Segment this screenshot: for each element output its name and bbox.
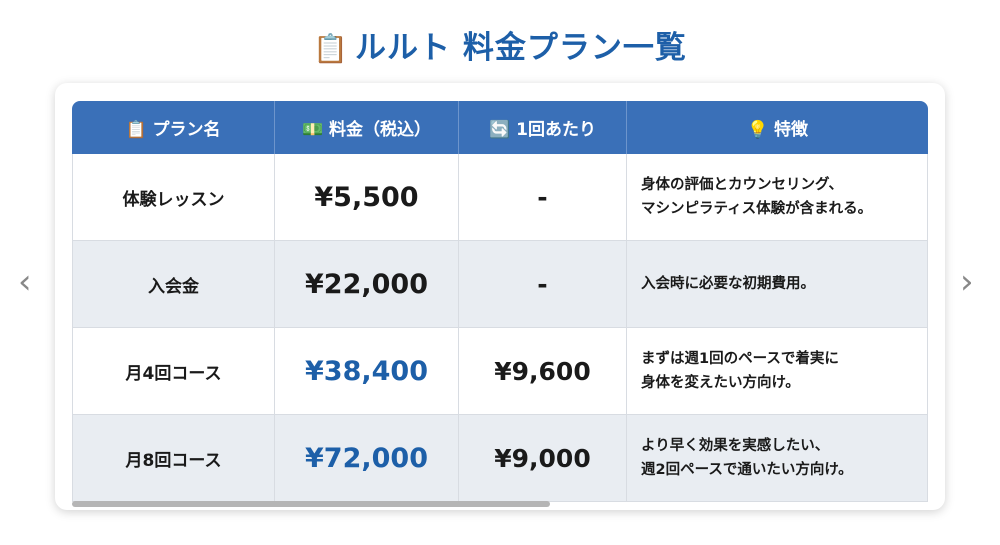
column-header: 💡 特徴 (627, 101, 928, 154)
column-header-label: 特徴 (774, 120, 809, 140)
table-row: 月8回コース ¥72,000 ¥9,000 より早く効果を実感したい、 週2回ペ… (72, 415, 928, 502)
plan-feature: より早く効果を実感したい、 週2回ペースで通いたい方向け。 (627, 415, 928, 502)
money-icon: 💵 (301, 120, 324, 140)
column-header: 📋 プラン名 (72, 101, 275, 154)
column-header: 💵 料金（税込） (275, 101, 459, 154)
column-header-label: 料金（税込） (329, 120, 432, 140)
per-session-price: ¥9,000 (459, 415, 627, 502)
clipboard-icon: 📋 (125, 120, 147, 140)
plan-price: ¥38,400 (275, 328, 459, 415)
per-session-price: - (459, 154, 627, 241)
plan-name: 入会金 (72, 241, 275, 328)
per-session-price: ¥9,600 (459, 328, 627, 415)
table-row: 入会金 ¥22,000 - 入会時に必要な初期費用。 (72, 241, 928, 328)
column-header-label: プラン名 (152, 120, 221, 140)
scrollbar-thumb[interactable] (72, 501, 550, 507)
plan-name: 体験レッスン (72, 154, 275, 241)
prev-arrow-button[interactable]: ‹ (18, 262, 32, 302)
plan-price: ¥22,000 (275, 241, 459, 328)
plan-price: ¥72,000 (275, 415, 459, 502)
table-row: 月4回コース ¥38,400 ¥9,600 まずは週1回のペースで着実に 身体を… (72, 328, 928, 415)
column-header: 🔄 1回あたり (459, 101, 627, 154)
pricing-table: 📋 プラン名 💵 料金（税込） 🔄 1回あたり 💡 特徴 体験レッスン ¥5,500 … (72, 101, 928, 502)
plan-price: ¥5,500 (275, 154, 459, 241)
plan-feature: 身体の評価とカウンセリング、 マシンピラティス体験が含まれる。 (627, 154, 928, 241)
pricing-card: 📋 プラン名 💵 料金（税込） 🔄 1回あたり 💡 特徴 体験レッスン ¥5,500 … (55, 83, 945, 510)
column-header-label: 1回あたり (516, 120, 596, 140)
per-session-price: - (459, 241, 627, 328)
next-arrow-button[interactable]: › (960, 262, 974, 302)
plan-feature: 入会時に必要な初期費用。 (627, 241, 928, 328)
page-title: 📋 ルルト 料金プラン一覧 (313, 30, 687, 66)
horizontal-scrollbar[interactable] (72, 501, 928, 507)
lightbulb-icon: 💡 (746, 120, 769, 140)
refresh-icon: 🔄 (489, 120, 511, 140)
plan-name: 月4回コース (72, 328, 275, 415)
clipboard-icon: 📋 (313, 32, 350, 65)
plan-feature: まずは週1回のペースで着実に 身体を変えたい方向け。 (627, 328, 928, 415)
plan-name: 月8回コース (72, 415, 275, 502)
table-row: 体験レッスン ¥5,500 - 身体の評価とカウンセリング、 マシンピラティス体… (72, 154, 928, 241)
